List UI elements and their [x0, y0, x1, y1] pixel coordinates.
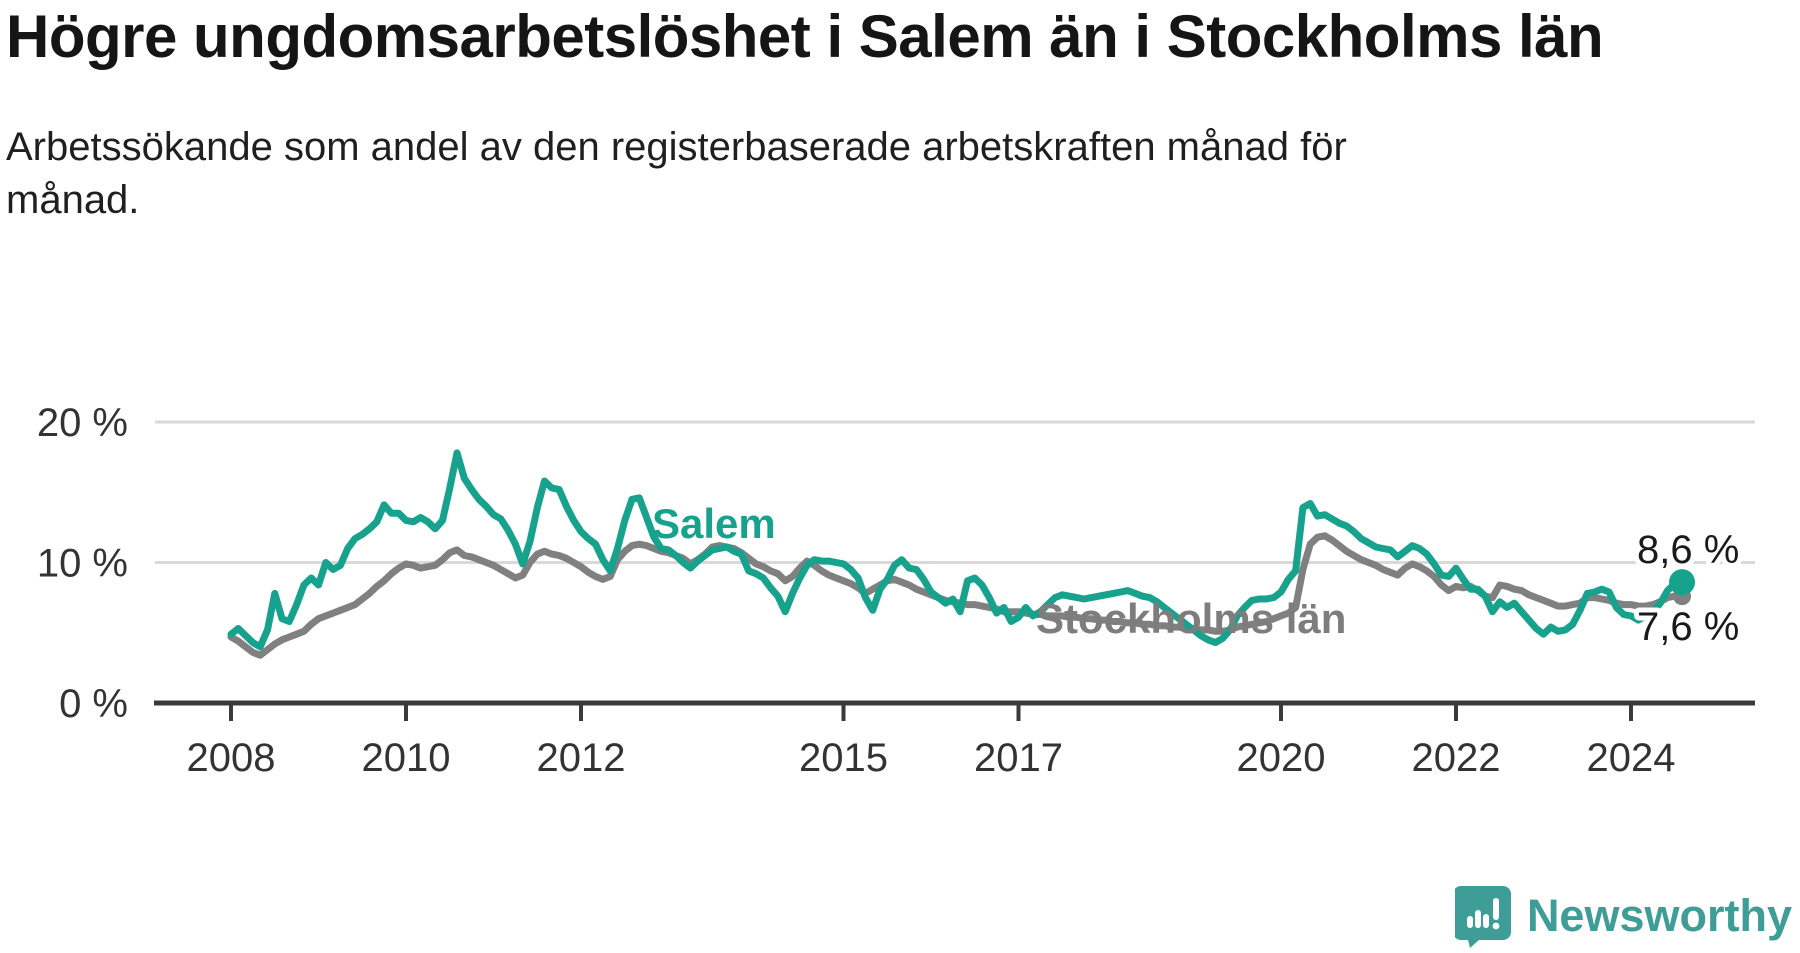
- y-tick-label: 20 %: [37, 401, 128, 445]
- x-tick-label: 2012: [537, 736, 626, 780]
- end-value-label: 7,6 %: [1637, 605, 1739, 649]
- x-tick-label: 2010: [362, 736, 451, 780]
- page-title: Högre ungdomsarbetslöshet i Salem än i S…: [6, 3, 1604, 70]
- header: Högre ungdomsarbetslöshet i Salem än i S…: [6, 0, 1766, 226]
- x-tick-label: 2015: [799, 736, 888, 780]
- series-label-salem: Salem: [652, 500, 776, 547]
- end-value-label: 8,6 %: [1637, 528, 1739, 572]
- y-tick-label: 10 %: [37, 542, 128, 586]
- x-tick-label: 2017: [974, 736, 1063, 780]
- x-tick-label: 2024: [1587, 736, 1676, 780]
- series-end-dot: [1669, 569, 1696, 596]
- brand-name: Newsworthy: [1526, 890, 1792, 941]
- chart-subtitle: Arbetssökande som andel av den registerb…: [6, 124, 1347, 222]
- y-tick-label: 0 %: [59, 682, 128, 726]
- x-tick-label: 2008: [187, 736, 276, 780]
- stockholms-l-n-line: [227, 532, 1686, 659]
- x-tick-label: 2022: [1412, 736, 1501, 780]
- x-tick-label: 2020: [1237, 736, 1326, 780]
- salem-line: [227, 449, 1686, 651]
- newsworthy-speech-bubble-chart-icon: [1452, 884, 1513, 948]
- series-label-stockholms-l-n: Stockholms län: [1036, 595, 1346, 642]
- newsworthy-logo: Newsworthy: [1452, 884, 1792, 948]
